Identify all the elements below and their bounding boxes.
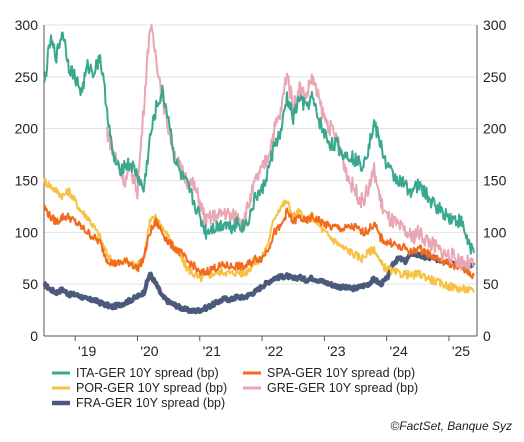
series-lines xyxy=(42,24,476,315)
series-line-fra-ger xyxy=(42,250,476,315)
y-tick-label-right: 150 xyxy=(483,173,507,189)
legend-label-fra-ger: FRA-GER 10Y spread (bp) xyxy=(76,396,225,410)
legend-label-por-ger: POR-GER 10Y spread (bp) xyxy=(76,381,227,395)
legend: ITA-GER 10Y spread (bp) SPA-GER 10Y sprea… xyxy=(52,366,418,410)
y-tick-label-right: 250 xyxy=(483,69,507,85)
x-tick-label: '22 xyxy=(265,343,283,359)
series-line-gre-ger xyxy=(105,24,475,271)
y-tick-label-right: 300 xyxy=(483,17,507,33)
y-tick-label-left: 100 xyxy=(15,224,39,240)
y-tick-label-left: 250 xyxy=(15,69,39,85)
y-tick-label-left: 150 xyxy=(15,173,39,189)
y-tick-label-right: 100 xyxy=(483,224,507,240)
y-tick-label-left: 50 xyxy=(22,276,38,292)
y-tick-label-right: 50 xyxy=(483,276,499,292)
x-tick-label: '24 xyxy=(390,343,408,359)
legend-label-ita-ger: ITA-GER 10Y spread (bp) xyxy=(76,366,219,380)
gridlines xyxy=(44,24,477,337)
x-tick-label: '21 xyxy=(203,343,221,359)
y-tick-label-right: 200 xyxy=(483,121,507,137)
x-tick-label: '23 xyxy=(327,343,345,359)
x-tick-label: '19 xyxy=(78,343,96,359)
y-tick-label-right: 0 xyxy=(483,328,491,344)
x-tick-label: '20 xyxy=(140,343,158,359)
source-note: ©FactSet, Banque Syz xyxy=(390,419,512,433)
x-tick-label: '25 xyxy=(452,343,470,359)
legend-label-gre-ger: GRE-GER 10Y spread (bp) xyxy=(267,381,418,395)
legend-label-spa-ger: SPA-GER 10Y spread (bp) xyxy=(267,366,415,380)
y-tick-label-left: 200 xyxy=(15,121,39,137)
y-tick-label-left: 300 xyxy=(15,17,39,33)
series-line-ita-ger xyxy=(43,31,475,255)
axes: 0 0 50 50 100 100 150 150 200 200 250 250 300 300 '19 '… xyxy=(15,17,507,359)
series-line-spa-ger xyxy=(43,204,475,280)
y-tick-label-left: 0 xyxy=(30,328,38,344)
